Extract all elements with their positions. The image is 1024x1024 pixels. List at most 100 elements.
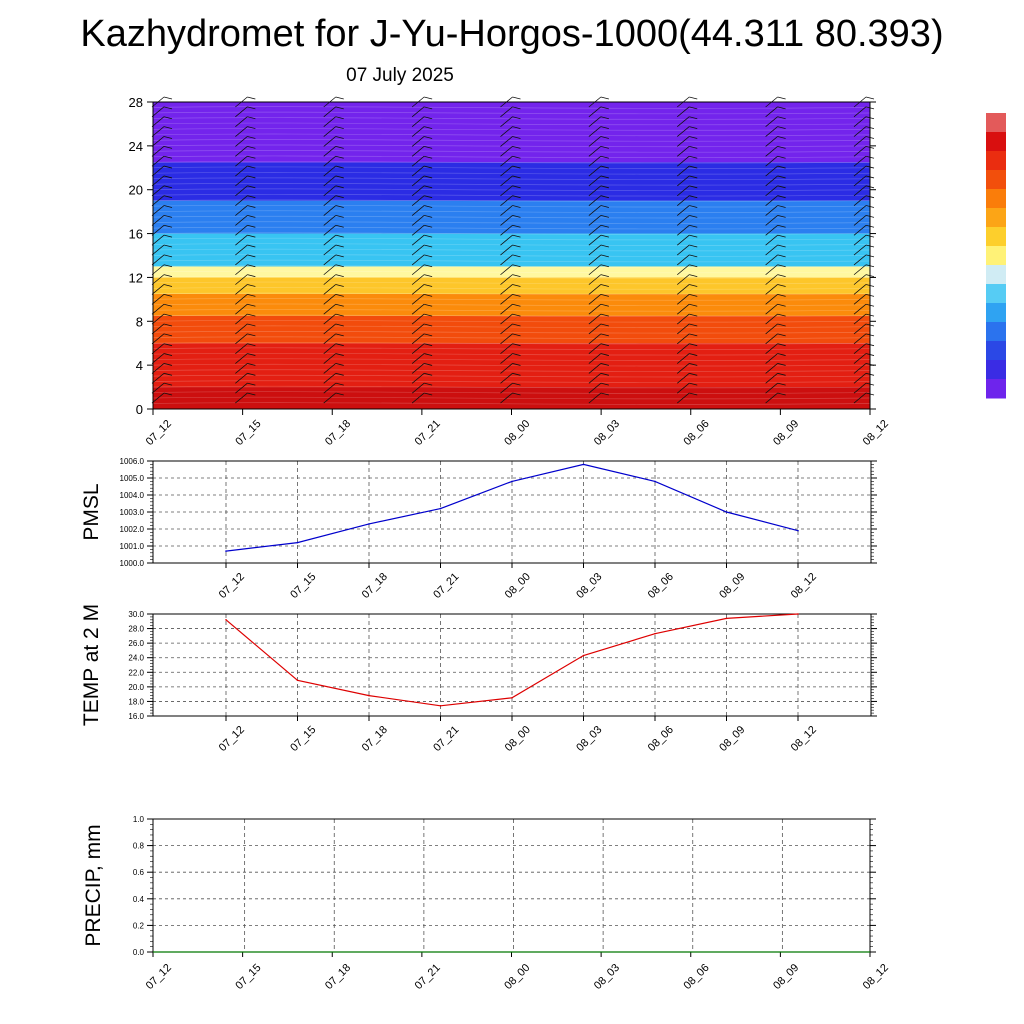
- wind-barb-flag: [512, 96, 521, 100]
- wind-barb-flag: [600, 116, 609, 120]
- wind-barb: [411, 382, 425, 394]
- contour-line: [152, 292, 871, 296]
- contour-line: [152, 402, 871, 405]
- wind-barb-flag: [689, 293, 698, 297]
- wind-barb: [676, 195, 690, 206]
- contour-line: [152, 363, 871, 367]
- wind-barb-flag: [163, 185, 173, 189]
- wind-barb-flag: [335, 303, 344, 307]
- wind-barb: [235, 313, 248, 325]
- contour-line: [152, 117, 871, 120]
- wind-barb: [151, 244, 165, 256]
- heatmap-x-tick-label: 07_12: [144, 418, 174, 448]
- wind-barb-flag: [335, 254, 344, 258]
- wind-barb: [151, 264, 165, 276]
- wind-barb-flag: [424, 116, 433, 120]
- heatmap-band-8: [153, 162, 870, 201]
- x-tick-label: 07_15: [288, 571, 318, 601]
- y-tick-label: 1003.0: [120, 508, 145, 517]
- wind-barb-flag: [335, 185, 344, 189]
- wind-barb: [853, 116, 867, 128]
- wind-barb: [853, 185, 867, 197]
- wind-barb: [411, 224, 425, 236]
- wind-barb: [853, 264, 867, 276]
- wind-barb-flag: [247, 303, 256, 307]
- wind-barb-flag: [163, 313, 173, 317]
- wind-barb: [765, 313, 778, 325]
- contour-line: [152, 281, 871, 285]
- y-tick-label: 16.0: [128, 712, 144, 721]
- wind-barb: [151, 234, 165, 246]
- wind-barb-flag: [335, 136, 344, 139]
- data-point: [725, 617, 728, 620]
- wind-barb-flag: [777, 96, 786, 100]
- contour-line: [152, 248, 871, 252]
- wind-barb-flag: [777, 372, 786, 376]
- wind-barb: [323, 185, 337, 197]
- wind-barb: [500, 175, 513, 187]
- wind-barb: [411, 313, 425, 325]
- colorbar-segment: [986, 284, 1006, 304]
- wind-barb-flag: [424, 343, 433, 347]
- y-axis-label: PMSL: [80, 483, 103, 540]
- wind-barb-flag: [247, 244, 256, 248]
- wind-barb: [411, 333, 425, 345]
- wind-barb: [151, 313, 165, 325]
- wind-barb: [411, 126, 425, 137]
- wind-barb: [588, 382, 602, 394]
- contour-line: [152, 336, 871, 339]
- wind-barb-flag: [512, 392, 521, 396]
- wind-barb: [235, 175, 248, 187]
- wind-barb-flag: [247, 313, 256, 317]
- wind-barb-flag: [247, 353, 256, 356]
- wind-barb-flag: [247, 175, 256, 179]
- wind-barb: [765, 146, 778, 157]
- data-point: [439, 507, 442, 510]
- wind-barb: [500, 254, 513, 266]
- wind-barb: [676, 106, 690, 118]
- y-tick-label: 0.2: [133, 921, 145, 930]
- wind-barb-flag: [689, 392, 698, 396]
- wind-barb-flag: [335, 205, 344, 208]
- wind-barb-flag: [163, 382, 173, 386]
- heatmap-panel: 0 4 8 12 16 20 24 28 07_12 07_15 07_18 07_21 08_00 08…: [129, 95, 891, 448]
- x-tick-label: 07_21: [413, 962, 443, 992]
- wind-barb: [500, 392, 513, 404]
- wind-barb: [151, 185, 165, 197]
- wind-barb-flag: [512, 126, 521, 129]
- x-tick-label: 07_21: [431, 724, 461, 754]
- contour-line: [152, 347, 871, 350]
- x-tick-label: 08_12: [789, 571, 819, 601]
- contour-line: [152, 259, 871, 263]
- y-tick-label: 1002.0: [120, 525, 145, 534]
- wind-barb-flag: [777, 205, 786, 208]
- wind-barb-flag: [777, 175, 786, 179]
- wind-barb: [411, 323, 425, 335]
- wind-barb: [323, 372, 337, 384]
- contour-line: [152, 385, 871, 389]
- wind-barb: [676, 146, 690, 157]
- wind-barb-flag: [689, 254, 698, 258]
- wind-barb: [588, 372, 602, 384]
- data-point: [725, 511, 728, 513]
- wind-barb: [151, 195, 165, 206]
- heatmap-band-2: [153, 315, 870, 344]
- wind-barb: [765, 303, 778, 315]
- wind-barb-flag: [335, 382, 344, 386]
- wind-barb: [853, 254, 867, 266]
- wind-barb: [500, 215, 513, 226]
- wind-barb: [765, 175, 778, 187]
- wind-barb-flag: [335, 363, 344, 366]
- wind-barb: [765, 224, 778, 236]
- wind-barb: [500, 363, 513, 374]
- wind-barb-flag: [689, 126, 698, 129]
- contour-line: [152, 199, 871, 202]
- wind-barb-flag: [424, 96, 433, 100]
- wind-barb: [411, 244, 425, 256]
- wind-barb-flag: [600, 244, 609, 248]
- wind-barb-flag: [424, 175, 433, 179]
- wind-barb-flag: [689, 303, 698, 307]
- wind-barb-flag: [689, 96, 698, 100]
- wind-barb: [765, 353, 778, 364]
- wind-barb: [411, 106, 425, 118]
